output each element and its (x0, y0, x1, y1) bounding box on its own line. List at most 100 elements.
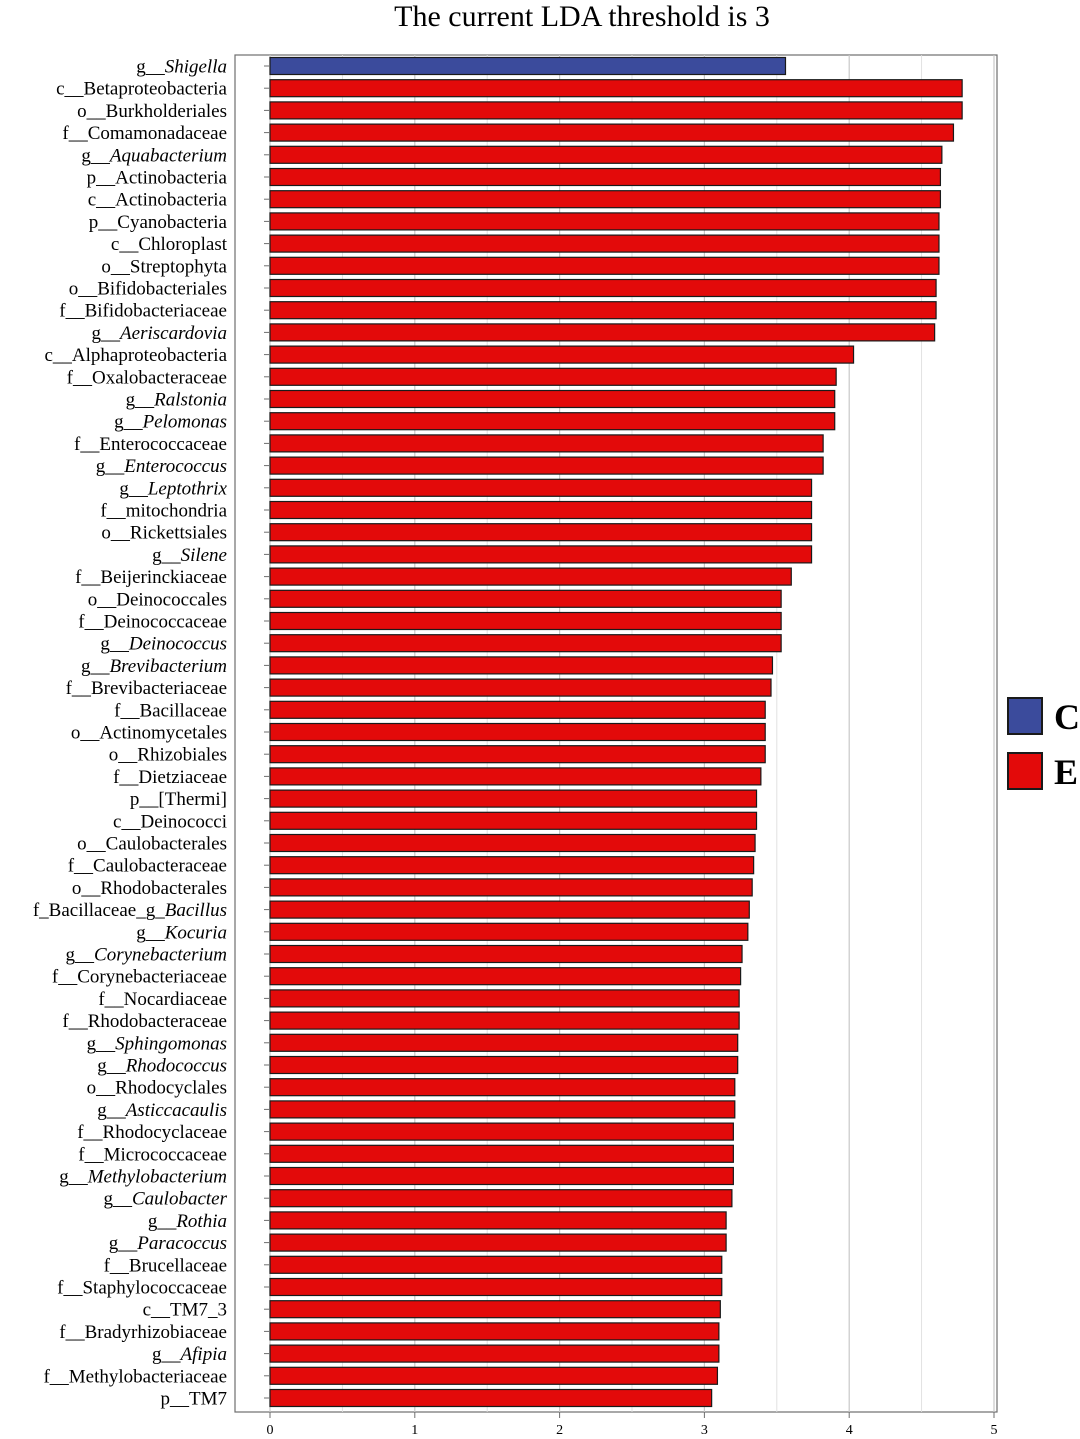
rank-prefix: f__ (59, 301, 85, 322)
bar (269, 856, 755, 875)
category-label: o__Rickettsiales (101, 523, 227, 544)
taxon-name: Aeriscardovia (118, 323, 227, 344)
taxon-name: Deinococcaceae (104, 612, 227, 633)
category-label: f__Brucellaceae (104, 1255, 227, 1276)
rank-prefix: f__ (75, 567, 101, 588)
bar (269, 989, 740, 1008)
taxon-name: Caulobacterales (106, 834, 227, 855)
bar (269, 700, 766, 719)
bar (269, 944, 743, 964)
category-label: f__Methylobacteriaceae (43, 1366, 227, 1387)
bar (269, 1388, 713, 1408)
category-label: o__Burkholderiales (77, 101, 227, 122)
rank-prefix: o__ (77, 834, 106, 855)
bars (269, 56, 963, 1408)
category-label: c__Deinococci (113, 811, 227, 832)
rank-prefix: f_Bacillaceae_g_ (33, 900, 165, 921)
taxon-name: Micrococcaceae (104, 1144, 227, 1165)
rank-prefix: o__ (101, 256, 130, 277)
category-label: f__mitochondria (100, 501, 227, 522)
category-label: g__Caulobacter (104, 1189, 228, 1210)
category-label: g__Silene (152, 545, 227, 566)
rank-prefix: p__ (161, 1389, 190, 1410)
bar (269, 1166, 734, 1186)
bar (269, 1233, 727, 1252)
category-label: f__Beijerinckiaceae (75, 567, 227, 588)
rank-prefix: f__ (78, 1144, 104, 1165)
taxon-name: Betaproteobacteria (84, 79, 228, 100)
taxon-name: Aquabacterium (108, 145, 227, 166)
category-label: f_Bacillaceae_g_Bacillus (33, 900, 227, 921)
rank-prefix: g__ (148, 1211, 177, 1232)
rank-prefix: f__ (59, 1322, 85, 1343)
bar (269, 367, 837, 386)
rank-prefix: g__ (66, 945, 95, 966)
bar (269, 389, 836, 409)
category-label: f__Dietziaceae (113, 767, 227, 788)
bar (269, 1078, 736, 1097)
category-label: f__Micrococcaceae (78, 1144, 227, 1165)
category-label: p__Cyanobacteria (89, 212, 228, 233)
taxon-name: Brevibacteriaceae (91, 678, 227, 699)
bar (269, 101, 963, 120)
category-label: c__TM7_3 (143, 1300, 227, 1321)
taxon-name: Rhodocyclales (115, 1078, 227, 1099)
taxon-name: Ralstonia (153, 390, 227, 411)
chart-title: The current LDA threshold is 3 (394, 0, 770, 33)
category-label: f__Bacillaceae (114, 700, 227, 721)
taxon-name: Afipia (179, 1344, 227, 1365)
taxon-name: Caulobacter (132, 1189, 228, 1210)
taxon-name: Rothia (175, 1211, 227, 1232)
rank-prefix: g__ (126, 390, 155, 411)
taxon-name: Chloroplast (138, 234, 227, 255)
legend-swatch (1007, 752, 1043, 790)
category-label: g__Aeriscardovia (92, 323, 227, 344)
bar (269, 1211, 727, 1230)
bar (269, 1255, 723, 1274)
bar (269, 1344, 720, 1363)
category-label: p__TM7 (161, 1389, 228, 1410)
taxon-name: Actinobacteria (115, 190, 227, 211)
bar (269, 323, 936, 342)
x-tick-label: 5 (991, 1423, 998, 1438)
rank-prefix: c__ (44, 345, 72, 366)
rank-prefix: g__ (114, 412, 143, 433)
legend-swatch (1007, 697, 1043, 735)
taxon-name: Asticcacaulis (124, 1100, 227, 1121)
taxon-name: TM7 (189, 1389, 227, 1410)
category-label: g__Paracoccus (109, 1233, 227, 1254)
taxon-name: Burkholderiales (106, 101, 227, 122)
category-label: g__Rhodococcus (97, 1056, 227, 1077)
category-label: f__Rhodobacteraceae (62, 1011, 227, 1032)
taxon-name: Sphingomonas (115, 1033, 227, 1054)
bar (269, 1055, 739, 1075)
taxon-name: Bacillus (165, 900, 227, 921)
category-label: c__Alphaproteobacteria (44, 345, 227, 366)
category-label: o__Actinomycetales (71, 723, 227, 744)
bar (269, 656, 774, 675)
bar (269, 878, 753, 897)
taxon-name: Leptothrix (147, 478, 228, 499)
category-labels: g__Shigellac__Betaproteobacteriao__Burkh… (33, 57, 270, 1410)
taxon-name: Kocuria (164, 922, 227, 943)
taxon-name: mitochondria (126, 501, 228, 522)
rank-prefix: o__ (87, 1078, 116, 1099)
bar (269, 256, 940, 275)
rank-prefix: c__ (113, 811, 141, 832)
bar (269, 900, 750, 919)
category-label: g__Corynebacterium (66, 945, 227, 966)
rank-prefix: g__ (92, 323, 121, 344)
category-label: o__Rhodobacterales (72, 878, 227, 899)
taxon-name: Alphaproteobacteria (72, 345, 228, 366)
x-tick-label: 4 (846, 1423, 853, 1438)
rank-prefix: f__ (78, 612, 104, 633)
rank-prefix: o__ (71, 723, 100, 744)
rank-prefix: g__ (152, 545, 181, 566)
bar (269, 212, 940, 231)
legend-label: C (1054, 697, 1080, 737)
bar (269, 1144, 734, 1163)
bar (269, 345, 855, 364)
taxon-name: Cyanobacteria (117, 212, 227, 233)
category-label: g__Ralstonia (126, 390, 227, 411)
